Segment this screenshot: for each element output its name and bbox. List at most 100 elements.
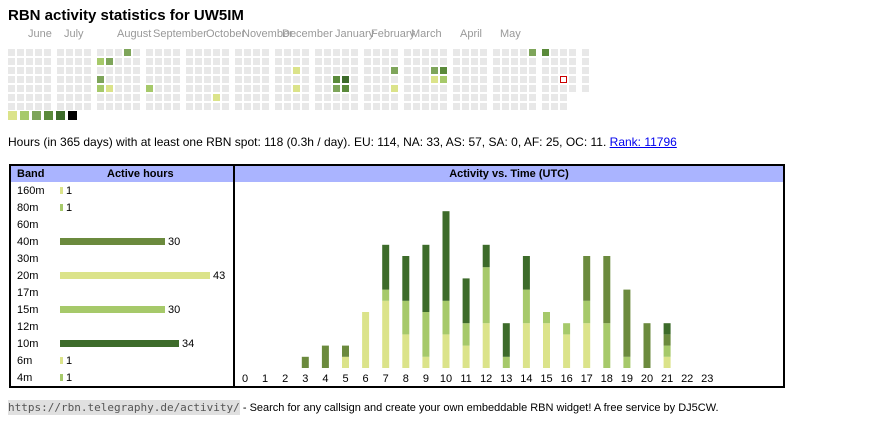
heatmap-day[interactable] bbox=[173, 76, 180, 83]
heatmap-day[interactable] bbox=[373, 94, 380, 101]
heatmap-day[interactable] bbox=[146, 49, 153, 56]
heatmap-day[interactable] bbox=[124, 103, 131, 110]
heatmap-day[interactable] bbox=[413, 94, 420, 101]
heatmap-day[interactable] bbox=[551, 49, 558, 56]
heatmap-day[interactable] bbox=[204, 85, 211, 92]
heatmap-day[interactable] bbox=[284, 67, 291, 74]
heatmap-day[interactable] bbox=[413, 49, 420, 56]
heatmap-day[interactable] bbox=[17, 76, 24, 83]
heatmap-day[interactable] bbox=[480, 85, 487, 92]
heatmap-day[interactable] bbox=[480, 67, 487, 74]
heatmap-day[interactable] bbox=[275, 76, 282, 83]
heatmap-day[interactable] bbox=[511, 85, 518, 92]
heatmap-day[interactable] bbox=[342, 58, 349, 65]
heatmap-day[interactable] bbox=[324, 49, 331, 56]
heatmap-day[interactable] bbox=[146, 85, 153, 92]
heatmap-day[interactable] bbox=[404, 67, 411, 74]
heatmap-day[interactable] bbox=[502, 67, 509, 74]
heatmap-day[interactable] bbox=[560, 76, 567, 83]
heatmap-day[interactable] bbox=[35, 76, 42, 83]
heatmap-day[interactable] bbox=[164, 103, 171, 110]
heatmap-day[interactable] bbox=[511, 103, 518, 110]
heatmap-day[interactable] bbox=[115, 76, 122, 83]
heatmap-day[interactable] bbox=[364, 103, 371, 110]
heatmap-day[interactable] bbox=[560, 67, 567, 74]
heatmap-day[interactable] bbox=[404, 58, 411, 65]
heatmap-day[interactable] bbox=[302, 85, 309, 92]
heatmap-day[interactable] bbox=[75, 103, 82, 110]
heatmap-day[interactable] bbox=[66, 94, 73, 101]
heatmap-day[interactable] bbox=[502, 49, 509, 56]
heatmap-day[interactable] bbox=[422, 58, 429, 65]
heatmap-day[interactable] bbox=[529, 85, 536, 92]
heatmap-day[interactable] bbox=[480, 58, 487, 65]
heatmap-day[interactable] bbox=[373, 85, 380, 92]
heatmap-day[interactable] bbox=[133, 58, 140, 65]
heatmap-day[interactable] bbox=[520, 76, 527, 83]
heatmap-day[interactable] bbox=[551, 76, 558, 83]
heatmap-day[interactable] bbox=[315, 94, 322, 101]
heatmap-day[interactable] bbox=[35, 58, 42, 65]
heatmap-day[interactable] bbox=[582, 49, 589, 56]
heatmap-day[interactable] bbox=[431, 49, 438, 56]
heatmap-day[interactable] bbox=[342, 49, 349, 56]
heatmap-day[interactable] bbox=[262, 49, 269, 56]
heatmap-day[interactable] bbox=[422, 103, 429, 110]
heatmap-day[interactable] bbox=[391, 103, 398, 110]
heatmap-day[interactable] bbox=[275, 103, 282, 110]
heatmap-day[interactable] bbox=[293, 94, 300, 101]
heatmap-day[interactable] bbox=[342, 103, 349, 110]
heatmap-day[interactable] bbox=[84, 67, 91, 74]
heatmap-day[interactable] bbox=[222, 58, 229, 65]
heatmap-day[interactable] bbox=[391, 76, 398, 83]
heatmap-day[interactable] bbox=[324, 76, 331, 83]
heatmap-day[interactable] bbox=[422, 76, 429, 83]
heatmap-day[interactable] bbox=[502, 58, 509, 65]
heatmap-day[interactable] bbox=[115, 58, 122, 65]
heatmap-day[interactable] bbox=[302, 67, 309, 74]
heatmap-day[interactable] bbox=[275, 58, 282, 65]
heatmap-day[interactable] bbox=[471, 76, 478, 83]
heatmap-day[interactable] bbox=[333, 58, 340, 65]
heatmap-day[interactable] bbox=[342, 94, 349, 101]
heatmap-day[interactable] bbox=[173, 85, 180, 92]
heatmap-day[interactable] bbox=[84, 94, 91, 101]
heatmap-day[interactable] bbox=[8, 67, 15, 74]
heatmap-day[interactable] bbox=[560, 85, 567, 92]
heatmap-day[interactable] bbox=[422, 85, 429, 92]
heatmap-day[interactable] bbox=[66, 85, 73, 92]
heatmap-day[interactable] bbox=[262, 94, 269, 101]
heatmap-day[interactable] bbox=[315, 85, 322, 92]
heatmap-day[interactable] bbox=[8, 85, 15, 92]
heatmap-day[interactable] bbox=[17, 58, 24, 65]
heatmap-day[interactable] bbox=[551, 58, 558, 65]
heatmap-day[interactable] bbox=[204, 58, 211, 65]
heatmap-day[interactable] bbox=[293, 76, 300, 83]
heatmap-day[interactable] bbox=[8, 76, 15, 83]
heatmap-day[interactable] bbox=[569, 76, 576, 83]
heatmap-day[interactable] bbox=[26, 76, 33, 83]
heatmap-day[interactable] bbox=[391, 67, 398, 74]
heatmap-day[interactable] bbox=[8, 49, 15, 56]
heatmap-day[interactable] bbox=[106, 103, 113, 110]
heatmap-day[interactable] bbox=[364, 49, 371, 56]
heatmap-day[interactable] bbox=[106, 85, 113, 92]
heatmap-day[interactable] bbox=[333, 94, 340, 101]
heatmap-day[interactable] bbox=[422, 94, 429, 101]
heatmap-day[interactable] bbox=[333, 76, 340, 83]
heatmap-day[interactable] bbox=[471, 94, 478, 101]
heatmap-day[interactable] bbox=[26, 58, 33, 65]
heatmap-day[interactable] bbox=[324, 85, 331, 92]
heatmap-day[interactable] bbox=[97, 58, 104, 65]
heatmap-day[interactable] bbox=[262, 76, 269, 83]
heatmap-day[interactable] bbox=[106, 94, 113, 101]
heatmap-day[interactable] bbox=[213, 85, 220, 92]
heatmap-day[interactable] bbox=[262, 103, 269, 110]
heatmap-day[interactable] bbox=[413, 67, 420, 74]
heatmap-day[interactable] bbox=[84, 49, 91, 56]
heatmap-day[interactable] bbox=[471, 67, 478, 74]
heatmap-day[interactable] bbox=[26, 103, 33, 110]
heatmap-day[interactable] bbox=[302, 94, 309, 101]
heatmap-day[interactable] bbox=[404, 49, 411, 56]
heatmap-day[interactable] bbox=[502, 85, 509, 92]
